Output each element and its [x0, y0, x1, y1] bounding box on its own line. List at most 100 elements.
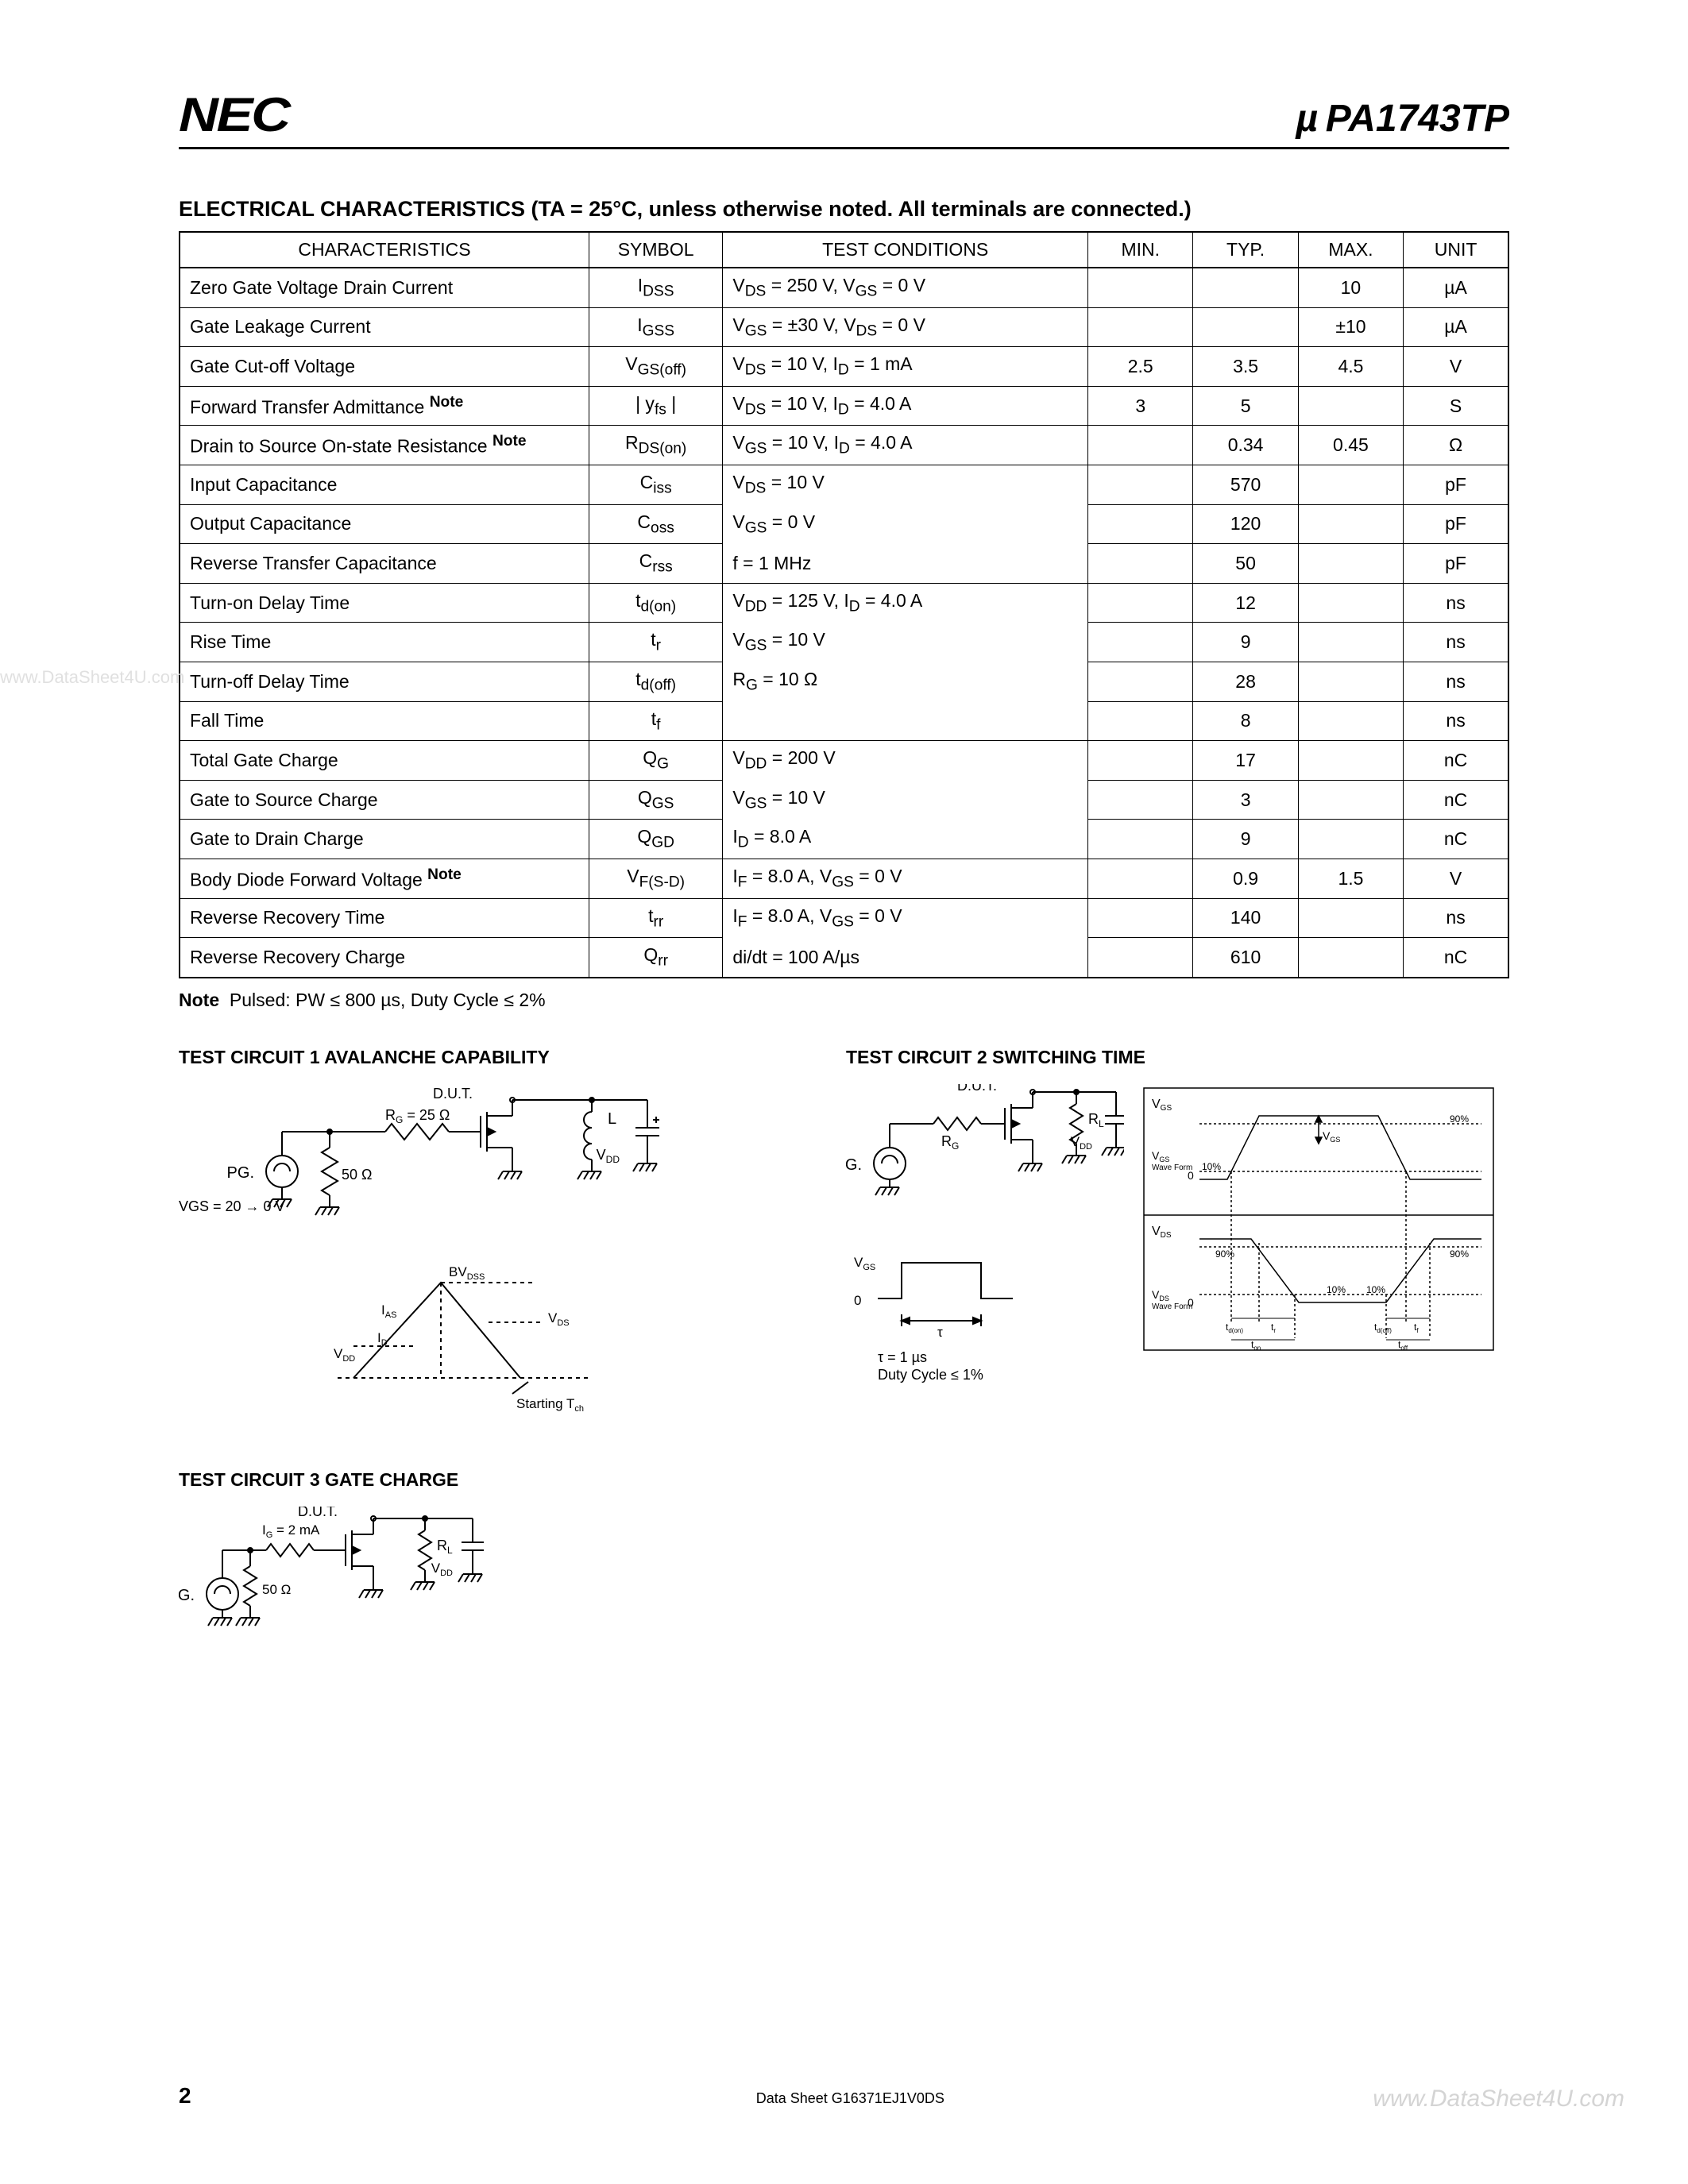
table-cell: Fall Time: [180, 701, 589, 741]
table-cell: [1298, 623, 1403, 662]
table-row: Gate to Source ChargeQGSVGS = 10 V3nC: [180, 780, 1508, 820]
table-row: Gate to Drain ChargeQGDID = 8.0 A9nC: [180, 820, 1508, 859]
table-cell: ns: [1404, 898, 1508, 938]
th-tc: TEST CONDITIONS: [723, 232, 1088, 268]
table-cell: [1298, 504, 1403, 544]
table-row: Reverse Transfer CapacitanceCrssf = 1 MH…: [180, 544, 1508, 584]
table-row: Drain to Source On-state Resistance Note…: [180, 426, 1508, 465]
table-cell: [1088, 504, 1193, 544]
table-row: Fall Timetf 8 ns: [180, 701, 1508, 741]
table-cell: 2.5: [1088, 347, 1193, 387]
table-cell: tr: [589, 623, 722, 662]
table-cell: td(on): [589, 583, 722, 623]
table-cell: V: [1404, 347, 1508, 387]
table-cell: Zero Gate Voltage Drain Current: [180, 268, 589, 307]
c1-rg: RG = 25 Ω: [385, 1107, 450, 1125]
table-cell: VDS = 10 V, ID = 1 mA: [723, 347, 1088, 387]
c2t-vdstop: VDS: [1152, 1225, 1172, 1240]
table-cell: [1088, 898, 1193, 938]
table-cell: RDS(on): [589, 426, 722, 465]
table-cell: 8: [1193, 701, 1298, 741]
table-cell: ns: [1404, 701, 1508, 741]
table-row: Body Diode Forward Voltage NoteVF(S-D)IF…: [180, 859, 1508, 898]
page-number: 2: [179, 2083, 191, 2109]
table-cell: ±10: [1298, 307, 1403, 347]
c2t-vgswave: VGS: [1152, 1149, 1169, 1163]
table-cell: 570: [1193, 465, 1298, 504]
c2t-90a: 90%: [1450, 1113, 1469, 1125]
table-cell: Output Capacitance: [180, 504, 589, 544]
table-cell: Ω: [1404, 426, 1508, 465]
table-cell: Gate to Drain Charge: [180, 820, 589, 859]
c2-tauval: τ = 1 µs: [878, 1349, 927, 1365]
characteristics-table: CHARACTERISTICS SYMBOL TEST CONDITIONS M…: [179, 231, 1509, 978]
table-cell: nC: [1404, 820, 1508, 859]
table-cell: Reverse Recovery Charge: [180, 938, 589, 978]
c2t-0b: 0: [1188, 1296, 1194, 1309]
table-cell: [1298, 780, 1403, 820]
table-cell: [1088, 465, 1193, 504]
table-cell: nC: [1404, 741, 1508, 781]
table-cell: [1193, 307, 1298, 347]
table-cell: QGD: [589, 820, 722, 859]
table-cell: 0.34: [1193, 426, 1298, 465]
table-cell: VGS = ±30 V, VDS = 0 V: [723, 307, 1088, 347]
th-min: MIN.: [1088, 232, 1193, 268]
table-cell: 9: [1193, 820, 1298, 859]
mu-symbol: µ: [1296, 98, 1319, 140]
table-cell: IGSS: [589, 307, 722, 347]
nec-logo: NEC: [179, 87, 289, 142]
c2-duty: Duty Cycle ≤ 1%: [878, 1367, 983, 1383]
table-cell: [1298, 898, 1403, 938]
table-cell: Qrr: [589, 938, 722, 978]
c1-pg: PG.: [227, 1164, 254, 1182]
table-cell: f = 1 MHz: [723, 544, 1088, 584]
c2t-tf: tf: [1414, 1322, 1419, 1334]
circuit3-diagram: PG. IG = 2 mA 50 Ω D.U.T.: [179, 1507, 520, 1665]
table-cell: 120: [1193, 504, 1298, 544]
datasheet-code: Data Sheet G16371EJ1V0DS: [191, 2090, 1509, 2107]
c2t-wave2: Wave Form: [1152, 1302, 1192, 1311]
c2t-tdon: td(on): [1226, 1322, 1243, 1334]
table-cell: td(off): [589, 662, 722, 701]
th-char: CHARACTERISTICS: [180, 232, 589, 268]
c3-dut: D.U.T.: [298, 1507, 338, 1519]
th-unit: UNIT: [1404, 232, 1508, 268]
c2t-toff: toff: [1398, 1339, 1408, 1352]
table-cell: Drain to Source On-state Resistance Note: [180, 426, 589, 465]
table-cell: | yfs |: [589, 386, 722, 426]
section-title-text: ELECTRICAL CHARACTERISTICS: [179, 197, 525, 221]
table-row: Zero Gate Voltage Drain CurrentIDSSVDS =…: [180, 268, 1508, 307]
table-cell: VGS = 10 V: [723, 780, 1088, 820]
table-cell: 17: [1193, 741, 1298, 781]
circuit3-title: TEST CIRCUIT 3 GATE CHARGE: [179, 1469, 1509, 1491]
c2t-10a: 10%: [1202, 1161, 1221, 1172]
table-cell: [1088, 938, 1193, 978]
table-cell: [1088, 741, 1193, 781]
table-cell: 610: [1193, 938, 1298, 978]
table-cell: [1088, 544, 1193, 584]
c1-start: Starting Tch: [516, 1396, 584, 1414]
table-cell: Total Gate Charge: [180, 741, 589, 781]
table-cell: [723, 701, 1088, 741]
c3-pg: PG.: [179, 1587, 195, 1604]
circuit2-timing: VGS VGS Wave Form 0 10% 90% VGS VDS VD: [1140, 1084, 1497, 1370]
c2t-90c: 90%: [1450, 1248, 1469, 1260]
table-cell: µA: [1404, 307, 1508, 347]
table-cell: 9: [1193, 623, 1298, 662]
table-row: Output CapacitanceCossVGS = 0 V120pF: [180, 504, 1508, 544]
table-cell: [1298, 583, 1403, 623]
c2-vgs: VGS: [854, 1255, 875, 1272]
part-number-text: PA1743TP: [1326, 98, 1509, 140]
table-cell: µA: [1404, 268, 1508, 307]
c2t-vgslbl: VGS: [1323, 1129, 1340, 1144]
table-cell: tf: [589, 701, 722, 741]
c1-ias: IAS: [381, 1302, 396, 1320]
table-cell: Input Capacitance: [180, 465, 589, 504]
th-typ: TYP.: [1193, 232, 1298, 268]
table-cell: 3.5: [1193, 347, 1298, 387]
table-cell: QGS: [589, 780, 722, 820]
table-cell: [1088, 583, 1193, 623]
table-cell: VDD = 125 V, ID = 4.0 A: [723, 583, 1088, 623]
table-cell: [1088, 662, 1193, 701]
